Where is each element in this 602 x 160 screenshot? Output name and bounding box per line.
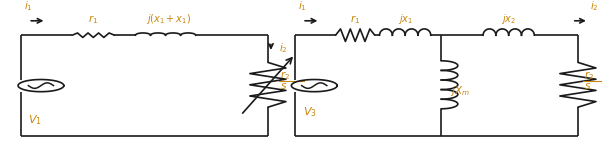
Text: $s$: $s$ [584,81,591,91]
Text: $r_2$: $r_2$ [584,69,594,82]
Text: $jx_2$: $jx_2$ [501,12,517,26]
Text: $i_1$: $i_1$ [298,0,307,13]
Text: $i_2$: $i_2$ [590,0,598,13]
Text: $V_1$: $V_1$ [28,113,42,127]
Text: $j(x_1+x_1)$: $j(x_1+x_1)$ [146,12,191,26]
Text: $i_2$: $i_2$ [279,42,287,55]
Text: $i_1$: $i_1$ [24,0,33,13]
Text: $r_2$: $r_2$ [280,69,290,82]
Text: $r_1$: $r_1$ [88,13,99,26]
Text: $s$: $s$ [280,81,287,91]
Text: $jX_m$: $jX_m$ [450,84,470,98]
Text: $jx_1$: $jx_1$ [397,12,413,26]
Text: $r_1$: $r_1$ [350,13,361,26]
Text: $V_3$: $V_3$ [303,105,317,119]
